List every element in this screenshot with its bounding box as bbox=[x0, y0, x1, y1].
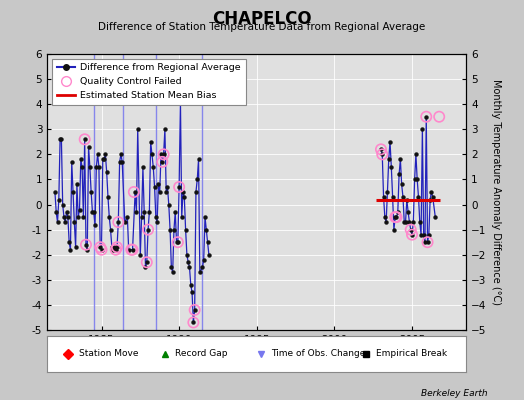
Point bbox=[407, 226, 415, 233]
Point bbox=[114, 219, 123, 225]
Point bbox=[144, 226, 152, 233]
Text: Berkeley Earth: Berkeley Earth bbox=[421, 389, 487, 398]
Text: Time of Obs. Change: Time of Obs. Change bbox=[271, 350, 366, 358]
Point bbox=[113, 244, 121, 250]
Point bbox=[127, 246, 136, 253]
Point bbox=[423, 239, 432, 245]
Text: Difference of Station Temperature Data from Regional Average: Difference of Station Temperature Data f… bbox=[99, 22, 425, 32]
Text: Station Move: Station Move bbox=[79, 350, 138, 358]
Point bbox=[159, 151, 168, 158]
Y-axis label: Monthly Temperature Anomaly Difference (°C): Monthly Temperature Anomaly Difference (… bbox=[491, 79, 501, 305]
Point bbox=[435, 114, 443, 120]
Legend: Difference from Regional Average, Quality Control Failed, Estimated Station Mean: Difference from Regional Average, Qualit… bbox=[52, 59, 246, 105]
Point bbox=[158, 159, 167, 165]
Point bbox=[96, 244, 104, 250]
Point bbox=[422, 114, 430, 120]
Text: CHAPELCO: CHAPELCO bbox=[212, 10, 312, 28]
Point bbox=[82, 242, 90, 248]
Point bbox=[128, 246, 137, 253]
Point bbox=[408, 232, 416, 238]
Text: Empirical Break: Empirical Break bbox=[376, 350, 447, 358]
Point bbox=[81, 136, 89, 142]
Point bbox=[391, 214, 399, 220]
Point bbox=[378, 151, 386, 158]
Point bbox=[175, 184, 183, 190]
Point bbox=[190, 307, 199, 313]
Text: Record Gap: Record Gap bbox=[175, 350, 227, 358]
Point bbox=[189, 319, 198, 326]
Point bbox=[377, 146, 385, 152]
Point bbox=[97, 246, 106, 253]
Point bbox=[143, 259, 151, 266]
Point bbox=[129, 189, 138, 195]
Point bbox=[173, 239, 182, 245]
Point bbox=[392, 214, 401, 220]
Point bbox=[112, 246, 120, 253]
